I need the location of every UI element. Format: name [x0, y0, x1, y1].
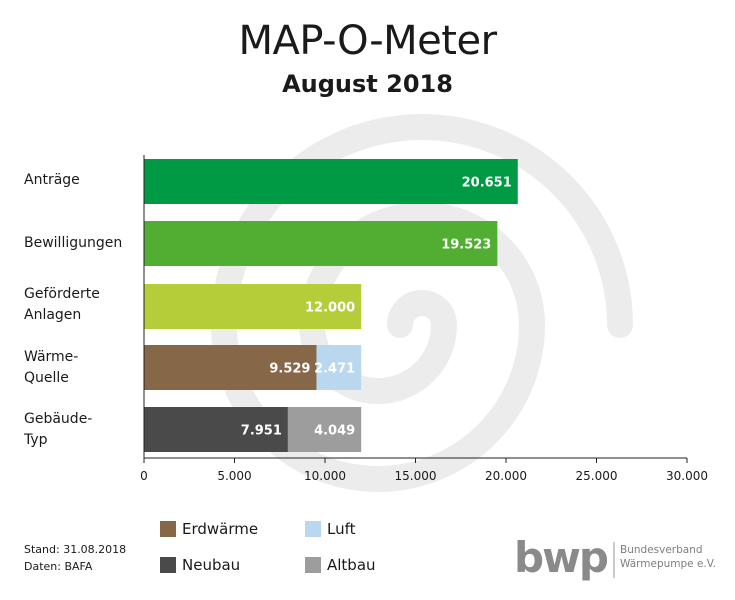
data-source: Daten: BAFA	[24, 560, 93, 573]
x-tick-label: 5.000	[217, 469, 251, 483]
bar-gef-rderte-anlagen	[144, 284, 362, 329]
data-label: 20.651	[462, 176, 512, 191]
data-label: 2.471	[314, 362, 355, 377]
x-tick-label: 0	[140, 469, 148, 483]
logo-line-1: Bundesverband	[620, 544, 703, 556]
bar-bewilligungen	[144, 221, 498, 266]
data-label: 9.529	[269, 362, 310, 377]
data-label: 12.000	[305, 301, 355, 316]
data-label: 19.523	[441, 238, 491, 253]
bar-antr-ge	[144, 159, 518, 204]
logo-line-2: Wärmepumpe e.V.	[620, 558, 716, 570]
category-label-anlagen: Geförderte Anlagen	[24, 286, 100, 323]
legend-swatch	[305, 557, 321, 573]
x-tick-label: 10.000	[304, 469, 346, 483]
legend-item-erdwaerme: Erdwärme	[160, 520, 258, 538]
bwp-logo: bwp	[514, 538, 615, 582]
bar-altbau	[287, 407, 362, 452]
chart-subtitle: August 2018	[282, 70, 453, 98]
data-label: 4.049	[314, 424, 355, 439]
chart-title: MAP-O-Meter	[238, 18, 497, 64]
legend-swatch	[305, 521, 321, 537]
x-tick-label: 25.000	[576, 469, 618, 483]
bar-neubau	[144, 407, 288, 452]
category-label-gebaeudetyp: Gebäude- Typ	[24, 411, 93, 448]
legend-item-luft: Luft	[305, 520, 356, 538]
x-tick-label: 30.000	[666, 469, 708, 483]
legend-swatch	[160, 521, 176, 537]
bwp-logo-mark: bwp	[514, 538, 608, 582]
stand-date: Stand: 31.08.2018	[24, 543, 127, 556]
category-label-antraege: Anträge	[24, 172, 80, 188]
bar-erdw-rme	[144, 345, 317, 390]
legend-item-altbau: Altbau	[305, 556, 376, 574]
data-label: 7.951	[241, 424, 282, 439]
legend-swatch	[160, 557, 176, 573]
logo-text: Bundesverband Wärmepumpe e.V.	[620, 543, 716, 571]
bar-luft	[316, 345, 362, 390]
x-tick-label: 20.000	[485, 469, 527, 483]
x-tick-label: 15.000	[395, 469, 437, 483]
category-label-bewilligungen: Bewilligungen	[24, 235, 123, 251]
category-label-waermequelle: Wärme- Quelle	[24, 349, 79, 386]
legend-item-neubau: Neubau	[160, 556, 240, 574]
